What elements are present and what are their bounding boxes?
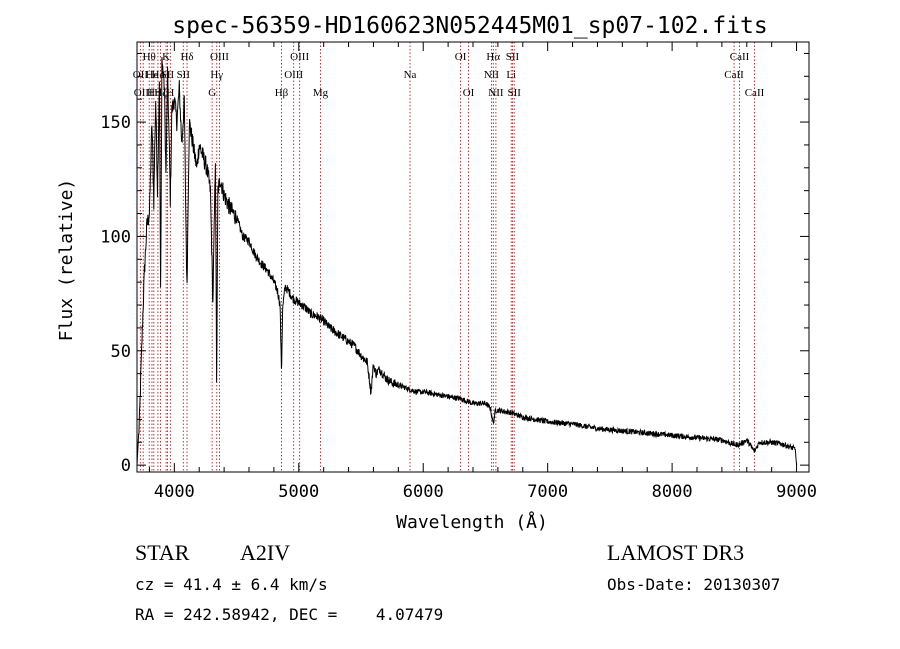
x-tick-label: 8000 — [652, 482, 693, 502]
marker-label: Hζ — [154, 87, 167, 99]
marker-label: OIII — [210, 51, 229, 63]
marker-label: SII — [506, 51, 520, 63]
marker-label: OI — [463, 87, 475, 99]
survey-name: LAMOST DR3 — [607, 540, 744, 565]
x-tick-label: 9000 — [776, 482, 817, 502]
y-tick-label: 100 — [100, 227, 131, 247]
x-tick-label: 5000 — [278, 482, 319, 502]
marker-label: Hη — [147, 87, 161, 99]
marker-label: SII — [177, 69, 191, 81]
axis-ticks: 4000 5000 6000 7000 8000 9000 0 50 100 150 — [100, 42, 817, 502]
marker-label: CaII — [730, 51, 750, 63]
x-tick-label: 7000 — [527, 482, 568, 502]
x-axis-label: Wavelength (Å) — [396, 511, 548, 533]
marker-label: He — [146, 69, 159, 81]
marker-label: Hδ — [180, 51, 193, 63]
marker-label: K — [162, 51, 170, 63]
marker-label: G — [208, 87, 216, 99]
marker-label: He — [151, 69, 164, 81]
marker-label: OI — [455, 51, 467, 63]
line-markers: OIIOIIIHθHeHηHeHζKSIIHSIIHδGHγOIIIHβOIII… — [133, 42, 765, 472]
marker-label: CaII — [745, 87, 765, 99]
x-tick-label: 4000 — [154, 482, 195, 502]
y-tick-label: 150 — [100, 113, 131, 133]
marker-label: CaII — [724, 69, 744, 81]
marker-label: NII — [488, 87, 504, 99]
x-tick-label: 6000 — [403, 482, 444, 502]
redshift-value: cz = 41.4 ± 6.4 km/s — [135, 575, 328, 594]
marker-label: Na — [404, 69, 417, 81]
marker-label: SII — [507, 87, 521, 99]
marker-label: Hθ — [143, 51, 156, 63]
marker-label: H — [166, 87, 174, 99]
marker-label: Mg — [313, 87, 329, 99]
marker-label: Hγ — [210, 69, 223, 81]
marker-label: OIII — [284, 69, 303, 81]
marker-label: Li — [506, 69, 516, 81]
marker-label: NII — [484, 69, 500, 81]
chart-title: spec-56359-HD160623N052445M01_sp07-102.f… — [172, 13, 767, 39]
marker-label: Hβ — [275, 87, 289, 99]
spectrum-line — [136, 56, 798, 466]
object-subclass: A2IV — [240, 540, 290, 565]
object-class: STAR — [135, 540, 190, 565]
y-tick-label: 0 — [121, 456, 131, 476]
plot-frame — [136, 41, 810, 473]
coordinates: RA = 242.58942, DEC = 4.07479 — [135, 605, 443, 624]
marker-label: OIII — [290, 51, 309, 63]
obs-date: Obs-Date: 20130307 — [607, 575, 780, 594]
marker-label: OIII — [134, 87, 153, 99]
marker-label: Hα — [486, 51, 500, 63]
y-axis-label: Flux (relative) — [56, 179, 77, 342]
y-tick-label: 50 — [111, 342, 131, 362]
